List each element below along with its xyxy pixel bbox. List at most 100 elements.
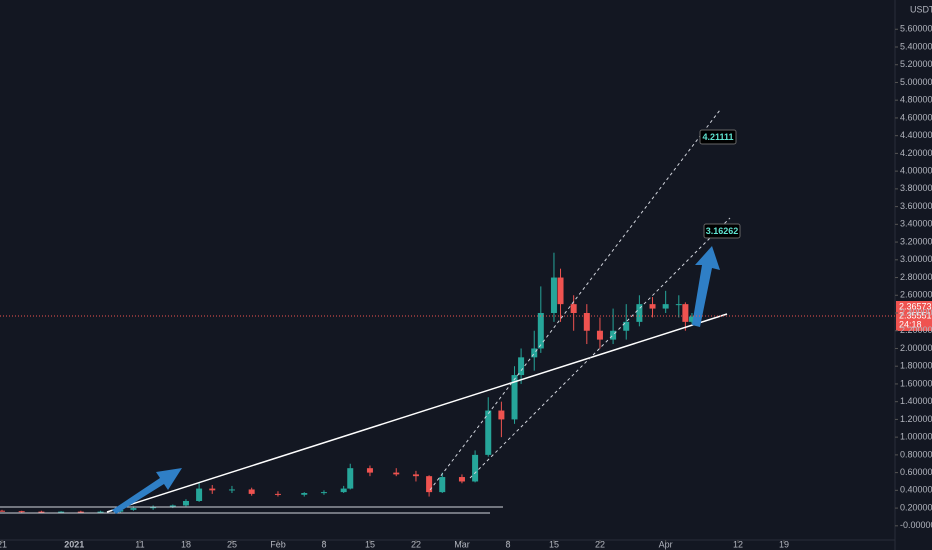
candle-body <box>583 313 590 331</box>
x-tick-label: 19 <box>779 539 789 549</box>
y-tick-label: 4.00000 <box>900 166 932 176</box>
candle-body <box>682 304 689 322</box>
candle-body <box>511 375 518 420</box>
candle-body <box>169 505 176 508</box>
countdown-label: 24:18 <box>899 319 922 329</box>
candle-body <box>531 348 538 358</box>
dashed-projection <box>429 109 721 491</box>
y-tick-label: 3.40000 <box>900 219 932 229</box>
y-tick-label: -0.00000 <box>900 520 932 530</box>
candle-body <box>636 304 643 322</box>
dashed-projection <box>469 217 731 479</box>
y-tick-label: 5.00000 <box>900 77 932 87</box>
candle-body <box>366 468 373 473</box>
x-tick-label: 11 <box>135 539 144 549</box>
y-tick-label: 0.60000 <box>900 467 932 477</box>
candle-body <box>458 477 465 482</box>
x-tick-label: Apr <box>659 539 673 549</box>
x-tick-label: 8 <box>321 539 326 549</box>
candle-body <box>347 468 354 489</box>
annotation-box <box>703 223 741 239</box>
candle-body <box>248 489 255 494</box>
candle-body <box>209 488 216 491</box>
candle-body <box>18 511 25 513</box>
trend-line <box>106 313 728 513</box>
arrow <box>692 246 720 327</box>
candle-body <box>301 493 308 495</box>
y-tick-label: 4.60000 <box>900 112 932 122</box>
candle-body <box>550 277 557 314</box>
y-tick-label: 0.40000 <box>900 485 932 495</box>
y-tick-label: 5.40000 <box>900 41 932 51</box>
y-tick-label: 2.00000 <box>900 343 932 353</box>
candle-body <box>662 304 669 309</box>
y-tick-label: 3.60000 <box>900 201 932 211</box>
annotation-label: 4.21111 <box>702 132 733 142</box>
x-tick-label: 12 <box>733 539 743 549</box>
candle-body <box>58 511 65 513</box>
y-tick-label: 5.20000 <box>900 59 932 69</box>
y-tick-label: 3.00000 <box>900 254 932 264</box>
candle-body <box>596 330 603 340</box>
y-tick-label: 1.00000 <box>900 432 932 442</box>
y-tick-label: 2.60000 <box>900 290 932 300</box>
currency-label: USDT <box>910 4 932 14</box>
price-label-box <box>896 301 932 331</box>
candle-body <box>97 511 104 513</box>
x-tick-label: 15 <box>365 539 375 549</box>
candle-body <box>570 304 577 314</box>
x-tick-label: Mar <box>454 539 470 549</box>
candle-body <box>130 508 137 510</box>
candle-body <box>0 510 5 512</box>
candle-body <box>426 476 433 493</box>
y-tick-label: 4.40000 <box>900 130 932 140</box>
y-tick-label: 1.80000 <box>900 361 932 371</box>
candle-body <box>340 488 347 493</box>
y-tick-label: 2.20000 <box>900 325 932 335</box>
candle-body <box>412 474 419 477</box>
y-tick-label: 2.40000 <box>900 307 932 317</box>
y-tick-label: 4.20000 <box>900 148 932 158</box>
candle-body <box>518 357 525 376</box>
x-tick-label: 8 <box>505 539 510 549</box>
candle-body <box>623 321 630 331</box>
y-tick-label: 4.80000 <box>900 95 932 105</box>
candle-body <box>675 304 682 306</box>
x-tick-label: Feb <box>270 539 286 549</box>
y-tick-label: 2.80000 <box>900 272 932 282</box>
y-tick-label: 0.80000 <box>900 449 932 459</box>
candle-body <box>472 454 479 482</box>
x-tick-label: 22 <box>595 539 605 549</box>
candle-body <box>485 410 492 455</box>
candle-body <box>320 492 327 494</box>
x-tick-label: 18 <box>181 539 191 549</box>
candle-body <box>196 488 203 501</box>
candle-body <box>38 511 45 513</box>
y-tick-label: 1.60000 <box>900 378 932 388</box>
candle-body <box>228 489 235 491</box>
y-tick-label: 3.20000 <box>900 236 932 246</box>
candle-body <box>182 500 189 506</box>
candle-body <box>688 316 695 322</box>
candle-body <box>649 304 656 309</box>
x-tick-label: 22 <box>411 539 421 549</box>
candle-body <box>498 410 505 420</box>
y-tick-label: 0.20000 <box>900 502 932 512</box>
y-tick-label: 1.20000 <box>900 414 932 424</box>
candle-body <box>537 313 544 349</box>
x-tick-label: 15 <box>549 539 559 549</box>
candle-body <box>274 493 281 495</box>
candle-body <box>393 472 400 475</box>
candle-body <box>439 477 446 493</box>
arrow <box>112 468 182 514</box>
annotation-label: 3.16262 <box>706 226 739 236</box>
y-tick-label: 5.60000 <box>900 24 932 34</box>
x-tick-label: 2021 <box>64 539 84 549</box>
candle-body <box>77 511 84 513</box>
annotation-box <box>699 129 737 145</box>
candle-body <box>610 330 617 340</box>
x-tick-label: 21 <box>0 539 7 549</box>
candle-body <box>150 507 157 509</box>
